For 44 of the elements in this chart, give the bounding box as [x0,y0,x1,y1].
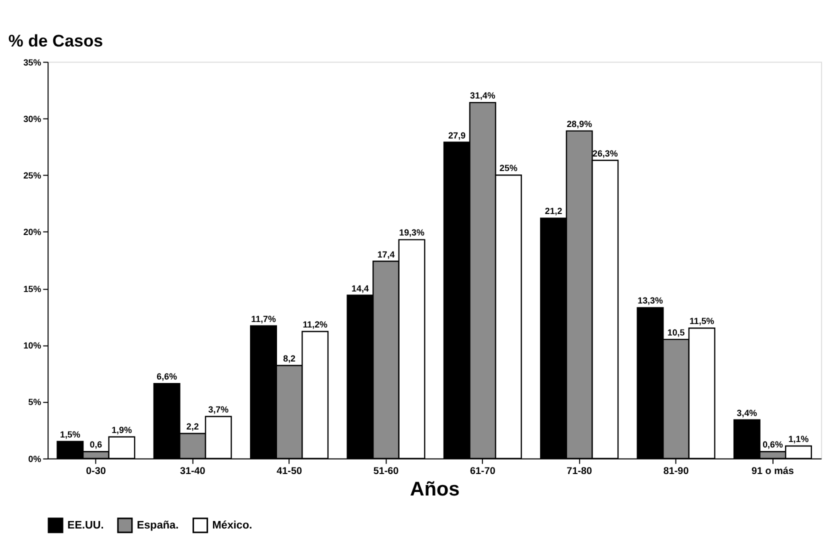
x-tick-label: 31-40 [180,466,206,477]
x-tick-label: 41-50 [276,466,302,477]
data-label: 0,6% [762,440,783,450]
data-label: 10,5 [667,327,685,338]
data-label: 25% [500,163,518,174]
x-tick-label: 81-90 [663,466,690,477]
data-label: 31,4% [470,90,496,101]
data-label: 3,7% [208,404,229,415]
data-label: 11,2% [302,320,328,330]
data-label: 17,4 [377,249,395,260]
x-tick-label: 51-60 [373,466,400,477]
y-tick-label: 25% [23,170,42,181]
data-label: 6,6% [156,372,178,382]
y-tick-label: 20% [23,227,42,238]
y-tick-label: 15% [23,284,42,294]
data-label: 11,7% [251,314,276,324]
data-label: 1,1% [788,434,809,444]
y-tick-label: 30% [23,114,42,124]
data-label: 14,4 [352,283,369,294]
x-tick-label: 0-30 [86,466,106,477]
data-label: 19,3% [399,228,424,238]
x-tick-label: 91 o más [752,466,794,477]
x-tick-label: 71-80 [566,466,593,477]
y-axis-title: % de Casos [8,31,103,50]
data-label: 11,5% [689,316,714,326]
legend-label: EE.UU. [67,519,104,532]
legend-label: México. [212,519,252,532]
y-tick-label: 5% [28,397,42,408]
data-label: 3,4% [736,408,758,418]
data-label: 1,9% [112,424,132,435]
y-tick-label: 35% [23,57,42,68]
data-label: 13,3% [638,296,663,306]
legend-label: España. [136,519,179,532]
data-label: 2,2 [186,422,199,432]
data-label: 0,6 [90,440,102,450]
y-tick-label: 0% [28,454,42,464]
data-label: 21,2 [544,206,562,216]
data-label: 1,5% [60,429,80,440]
x-tick-label: 61-70 [470,466,496,477]
data-label: 8,2 [283,354,296,364]
data-label: 27,9 [448,130,466,140]
x-axis-title: Años [410,478,460,501]
y-tick-label: 10% [23,340,42,351]
data-label: 28,9% [566,118,592,129]
